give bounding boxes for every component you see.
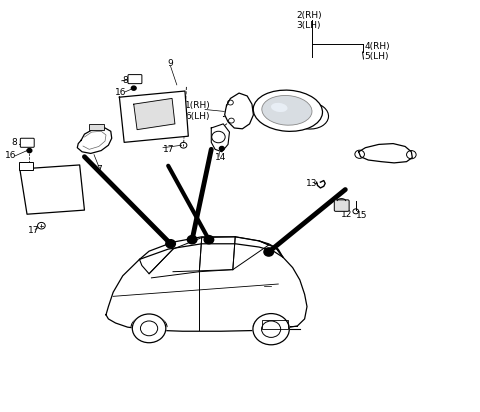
Polygon shape: [211, 124, 229, 152]
Polygon shape: [225, 93, 253, 129]
FancyBboxPatch shape: [128, 75, 142, 84]
Polygon shape: [20, 165, 84, 214]
FancyBboxPatch shape: [20, 138, 34, 147]
Text: 12: 12: [340, 210, 352, 219]
Text: 4(RH): 4(RH): [364, 42, 390, 51]
Text: 2(RH): 2(RH): [297, 11, 322, 19]
Circle shape: [166, 240, 175, 248]
Circle shape: [264, 248, 274, 256]
Text: 15: 15: [356, 211, 367, 220]
Text: 6(LH): 6(LH): [185, 112, 209, 121]
Text: 17: 17: [28, 226, 39, 235]
Ellipse shape: [271, 103, 288, 112]
Polygon shape: [120, 91, 188, 143]
Text: 11: 11: [389, 149, 401, 158]
FancyBboxPatch shape: [334, 200, 349, 211]
Ellipse shape: [253, 90, 323, 131]
Text: 3(LH): 3(LH): [297, 21, 321, 30]
Text: 9: 9: [167, 59, 173, 68]
Polygon shape: [134, 98, 175, 130]
Polygon shape: [77, 128, 112, 153]
Bar: [89, 124, 104, 130]
Text: 5(LH): 5(LH): [364, 52, 389, 61]
Circle shape: [132, 86, 136, 90]
Text: 16: 16: [115, 88, 126, 97]
Text: 10: 10: [72, 184, 83, 193]
Text: 17: 17: [163, 145, 175, 154]
Text: 13: 13: [306, 179, 318, 188]
Text: 8: 8: [11, 138, 17, 147]
Circle shape: [253, 314, 289, 345]
Circle shape: [204, 236, 214, 244]
Text: 16: 16: [4, 151, 16, 160]
Circle shape: [219, 146, 224, 150]
Text: 8: 8: [122, 76, 128, 85]
Bar: [19, 162, 33, 170]
Text: 7: 7: [96, 164, 102, 173]
Ellipse shape: [262, 96, 312, 125]
Circle shape: [132, 314, 166, 343]
Ellipse shape: [290, 102, 328, 129]
Polygon shape: [359, 144, 412, 163]
Text: 14: 14: [215, 153, 227, 162]
Bar: [262, 320, 288, 329]
Circle shape: [187, 236, 197, 244]
Text: 1(RH): 1(RH): [185, 101, 211, 110]
Polygon shape: [106, 244, 307, 331]
Circle shape: [27, 148, 32, 152]
